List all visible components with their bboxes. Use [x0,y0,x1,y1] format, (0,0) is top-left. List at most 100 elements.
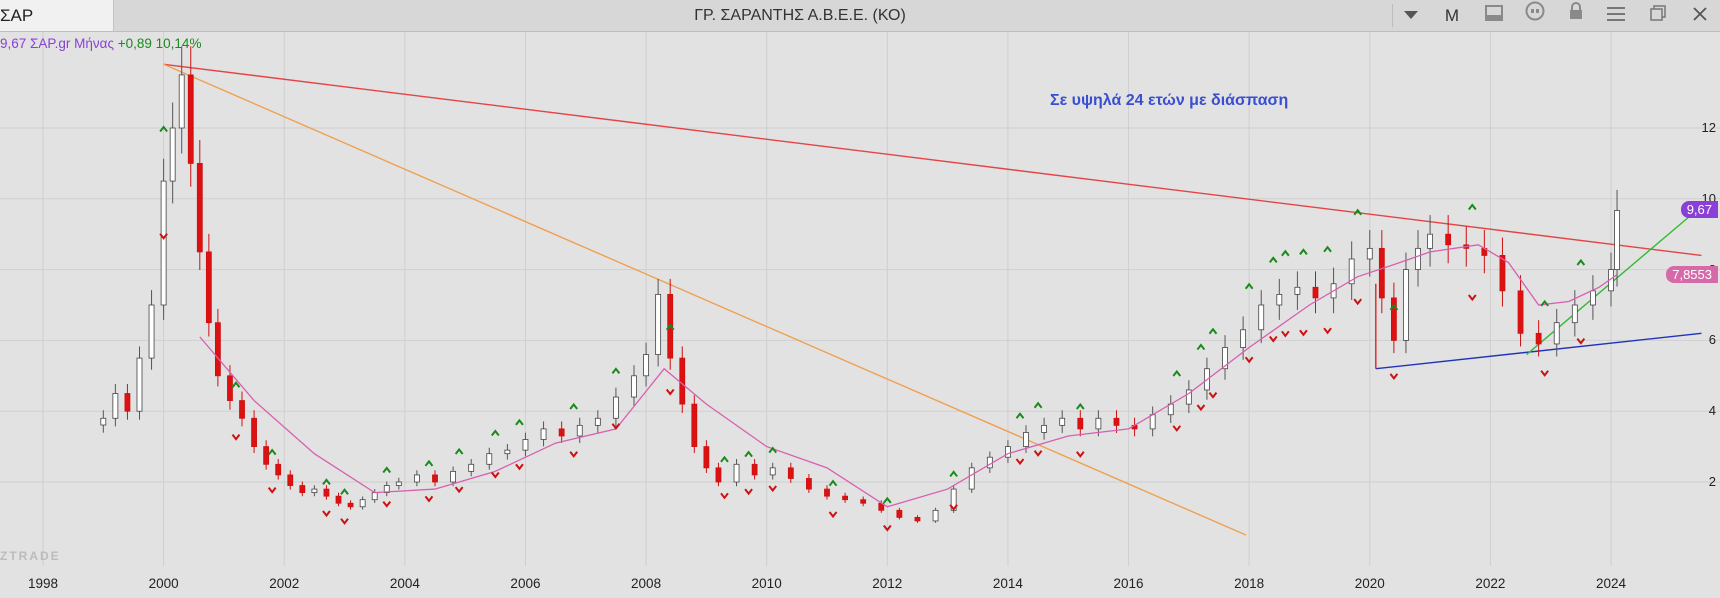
peak-marker-icon [1033,401,1043,409]
x-tick-label: 2012 [872,576,903,591]
candle-body [631,375,637,398]
candle-body [287,474,294,486]
trough-marker-icon [231,434,241,441]
candle-body [691,403,698,447]
last-price-tag: 9,67 [1680,201,1718,219]
peak-marker-icon [454,447,464,455]
peak-marker-icon [322,478,331,485]
chat-icon[interactable] [1520,0,1550,31]
candle-body [347,502,354,508]
trough-marker-icon [768,485,778,493]
y-tick-label: 6 [1708,332,1716,348]
trough-marker-icon [744,488,753,496]
peak-marker-icon [1268,256,1278,263]
peak-marker-icon [267,448,277,456]
candle-body [1348,258,1355,285]
trendline-resistance-red [163,63,1702,257]
trough-marker-icon [1389,373,1399,381]
trough-marker-icon [949,504,958,511]
candle-body [214,322,221,377]
candle-body [1312,286,1319,299]
trough-marker-icon [1196,404,1206,412]
peak-marker-icon [611,367,621,374]
trough-marker-icon [665,388,675,396]
peak-marker-icon [1468,203,1477,211]
candle-body [824,488,830,497]
candle-body [1113,417,1120,426]
period-button[interactable]: M [1444,6,1460,25]
x-tick-label: 2008 [631,576,662,591]
candle-body [932,509,939,522]
candle-body [414,474,420,483]
title-bar: ΣΑΡ ΓΡ. ΣΑΡΑΝΤΗΣ Α.Β.Ε.Ε. (ΚΟ) M [0,0,1720,32]
trough-marker-icon [515,463,524,471]
x-tick-label: 2022 [1475,576,1506,591]
candle-body [1403,269,1409,341]
x-tick-label: 2000 [148,576,179,591]
candle-body [1590,290,1596,306]
peak-marker-icon [1389,303,1399,311]
close-icon[interactable] [1685,0,1715,31]
x-tick-label: 2024 [1595,576,1627,591]
candle-body [299,485,306,494]
candle-body [522,439,529,451]
trough-marker-icon [267,486,277,494]
watermark-logo: ZTRADE [0,549,61,563]
candle-body [1023,432,1029,448]
candle-body [1294,286,1301,295]
candle-body [359,499,366,508]
candle-body [432,474,438,483]
menu-icon[interactable] [1601,0,1631,31]
candle-body [1258,304,1265,331]
candle-body [371,492,378,501]
lock-icon[interactable] [1561,0,1591,31]
price-legend: 9,67 ΣΑΡ.gr Μήνας +0,89 10,14% [0,36,201,51]
panel-icon[interactable] [1479,0,1509,31]
candle-body [148,304,155,359]
candle-body [169,127,176,182]
candle-body [1041,424,1048,433]
candle-body [594,417,601,426]
peak-marker-icon [382,466,392,474]
y-tick-label: 4 [1708,403,1716,419]
peak-marker-icon [883,496,892,504]
candle-body [787,467,794,479]
peak-marker-icon [424,459,434,467]
candle-body [383,485,390,494]
candle-body [1427,233,1433,249]
peak-marker-icon [1540,299,1549,307]
candle-body [486,453,493,465]
x-tick-label: 2016 [1113,576,1144,591]
trough-marker-icon [1076,451,1085,458]
x-tick-label: 2018 [1234,576,1265,591]
candle-body [335,495,342,504]
candle-body [275,463,282,476]
candle-body [1499,255,1506,292]
chart-title: ΓΡ. ΣΑΡΑΝΤΗΣ Α.Β.Ε.Ε. (ΚΟ) [694,7,906,24]
candle-body [227,375,233,401]
trough-marker-icon [569,451,578,458]
candle-body [468,463,475,472]
candle-body [239,400,245,419]
x-tick-label: 1998 [27,576,59,591]
restore-icon[interactable] [1643,0,1673,31]
candle-body [769,467,776,476]
peak-marker-icon [1196,343,1206,351]
candle-body [160,180,167,306]
peak-marker-icon [569,402,578,410]
peak-marker-icon [159,125,168,133]
candle-body [1553,322,1560,345]
legend-price: 9,67 ΣΑΡ.gr Μήνας [0,36,114,51]
peak-marker-icon [1172,369,1182,377]
trough-marker-icon [1299,329,1308,337]
symbol-field[interactable]: ΣΑΡ [0,0,114,31]
trough-marker-icon [883,524,892,532]
trough-marker-icon [159,233,168,240]
dropdown-icon[interactable] [1396,0,1426,31]
candle-body [751,463,758,476]
peak-marker-icon [1323,245,1332,253]
candle-body [1614,210,1620,270]
candle-body [1222,347,1228,370]
x-tick-label: 2006 [510,576,541,591]
